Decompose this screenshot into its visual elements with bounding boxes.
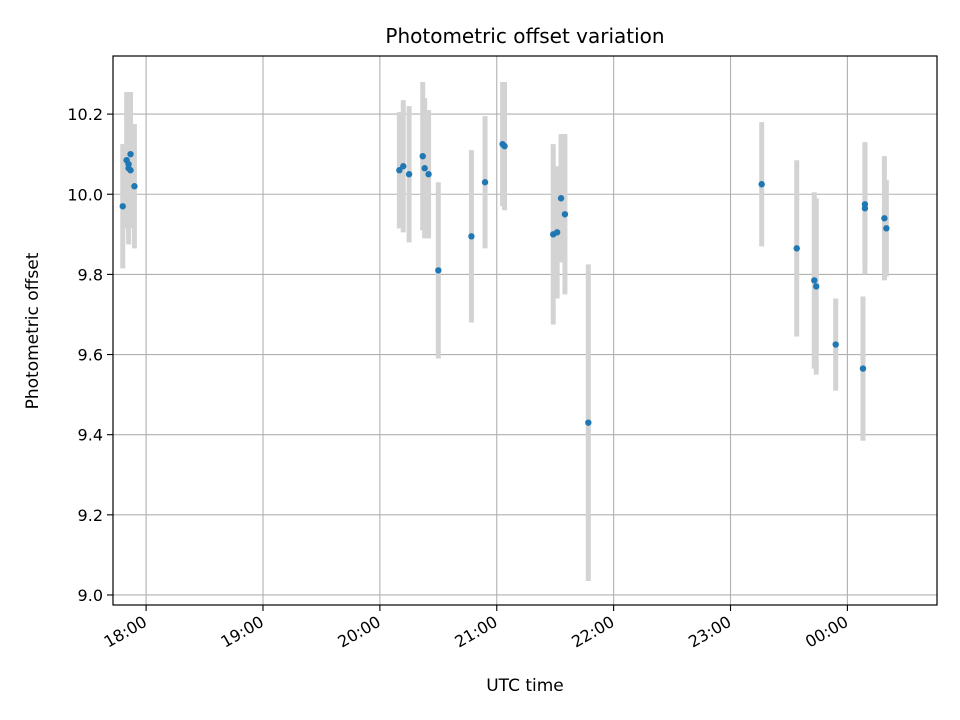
data-point [435, 267, 442, 274]
grid [113, 56, 937, 605]
data-point [585, 419, 592, 426]
data-point [396, 167, 403, 174]
y-tick-label: 10.0 [67, 185, 103, 204]
data-point [419, 152, 426, 160]
data-point [832, 341, 839, 348]
y-tick-label: 9.0 [78, 586, 103, 605]
y-tick-label: 9.2 [78, 506, 103, 525]
chart-title: Photometric offset variation [385, 24, 664, 48]
data-point [861, 205, 869, 212]
data-point [421, 165, 428, 172]
y-tick-label: 9.8 [78, 265, 103, 284]
data-point [859, 365, 867, 372]
data-point [119, 203, 126, 210]
y-tick-label: 9.4 [78, 426, 103, 445]
y-tick-label: 10.2 [67, 105, 103, 124]
data-point [561, 211, 569, 218]
data-point [557, 195, 565, 202]
data-point [813, 283, 820, 290]
data-point [127, 167, 134, 174]
data-point [758, 181, 765, 188]
data-point [468, 233, 475, 240]
y-tick-label: 9.6 [78, 346, 103, 365]
data-point [425, 171, 432, 178]
data-point [405, 171, 413, 178]
data-points [119, 140, 890, 426]
data-point [881, 215, 888, 222]
y-axis-title: Photometric offset [23, 252, 43, 409]
data-point [481, 179, 489, 186]
data-point [131, 183, 138, 190]
data-point [553, 229, 561, 236]
y-axis: 9.0 9.2 9.4 9.6 9.8 10.0 10.2 [67, 105, 113, 605]
data-point [127, 150, 134, 158]
data-point [883, 225, 890, 232]
x-axis-title: UTC time [486, 676, 564, 696]
data-point [811, 277, 818, 284]
plot-frame [112, 55, 938, 606]
data-point [400, 163, 407, 170]
data-point [793, 245, 800, 252]
data-point [501, 142, 508, 150]
